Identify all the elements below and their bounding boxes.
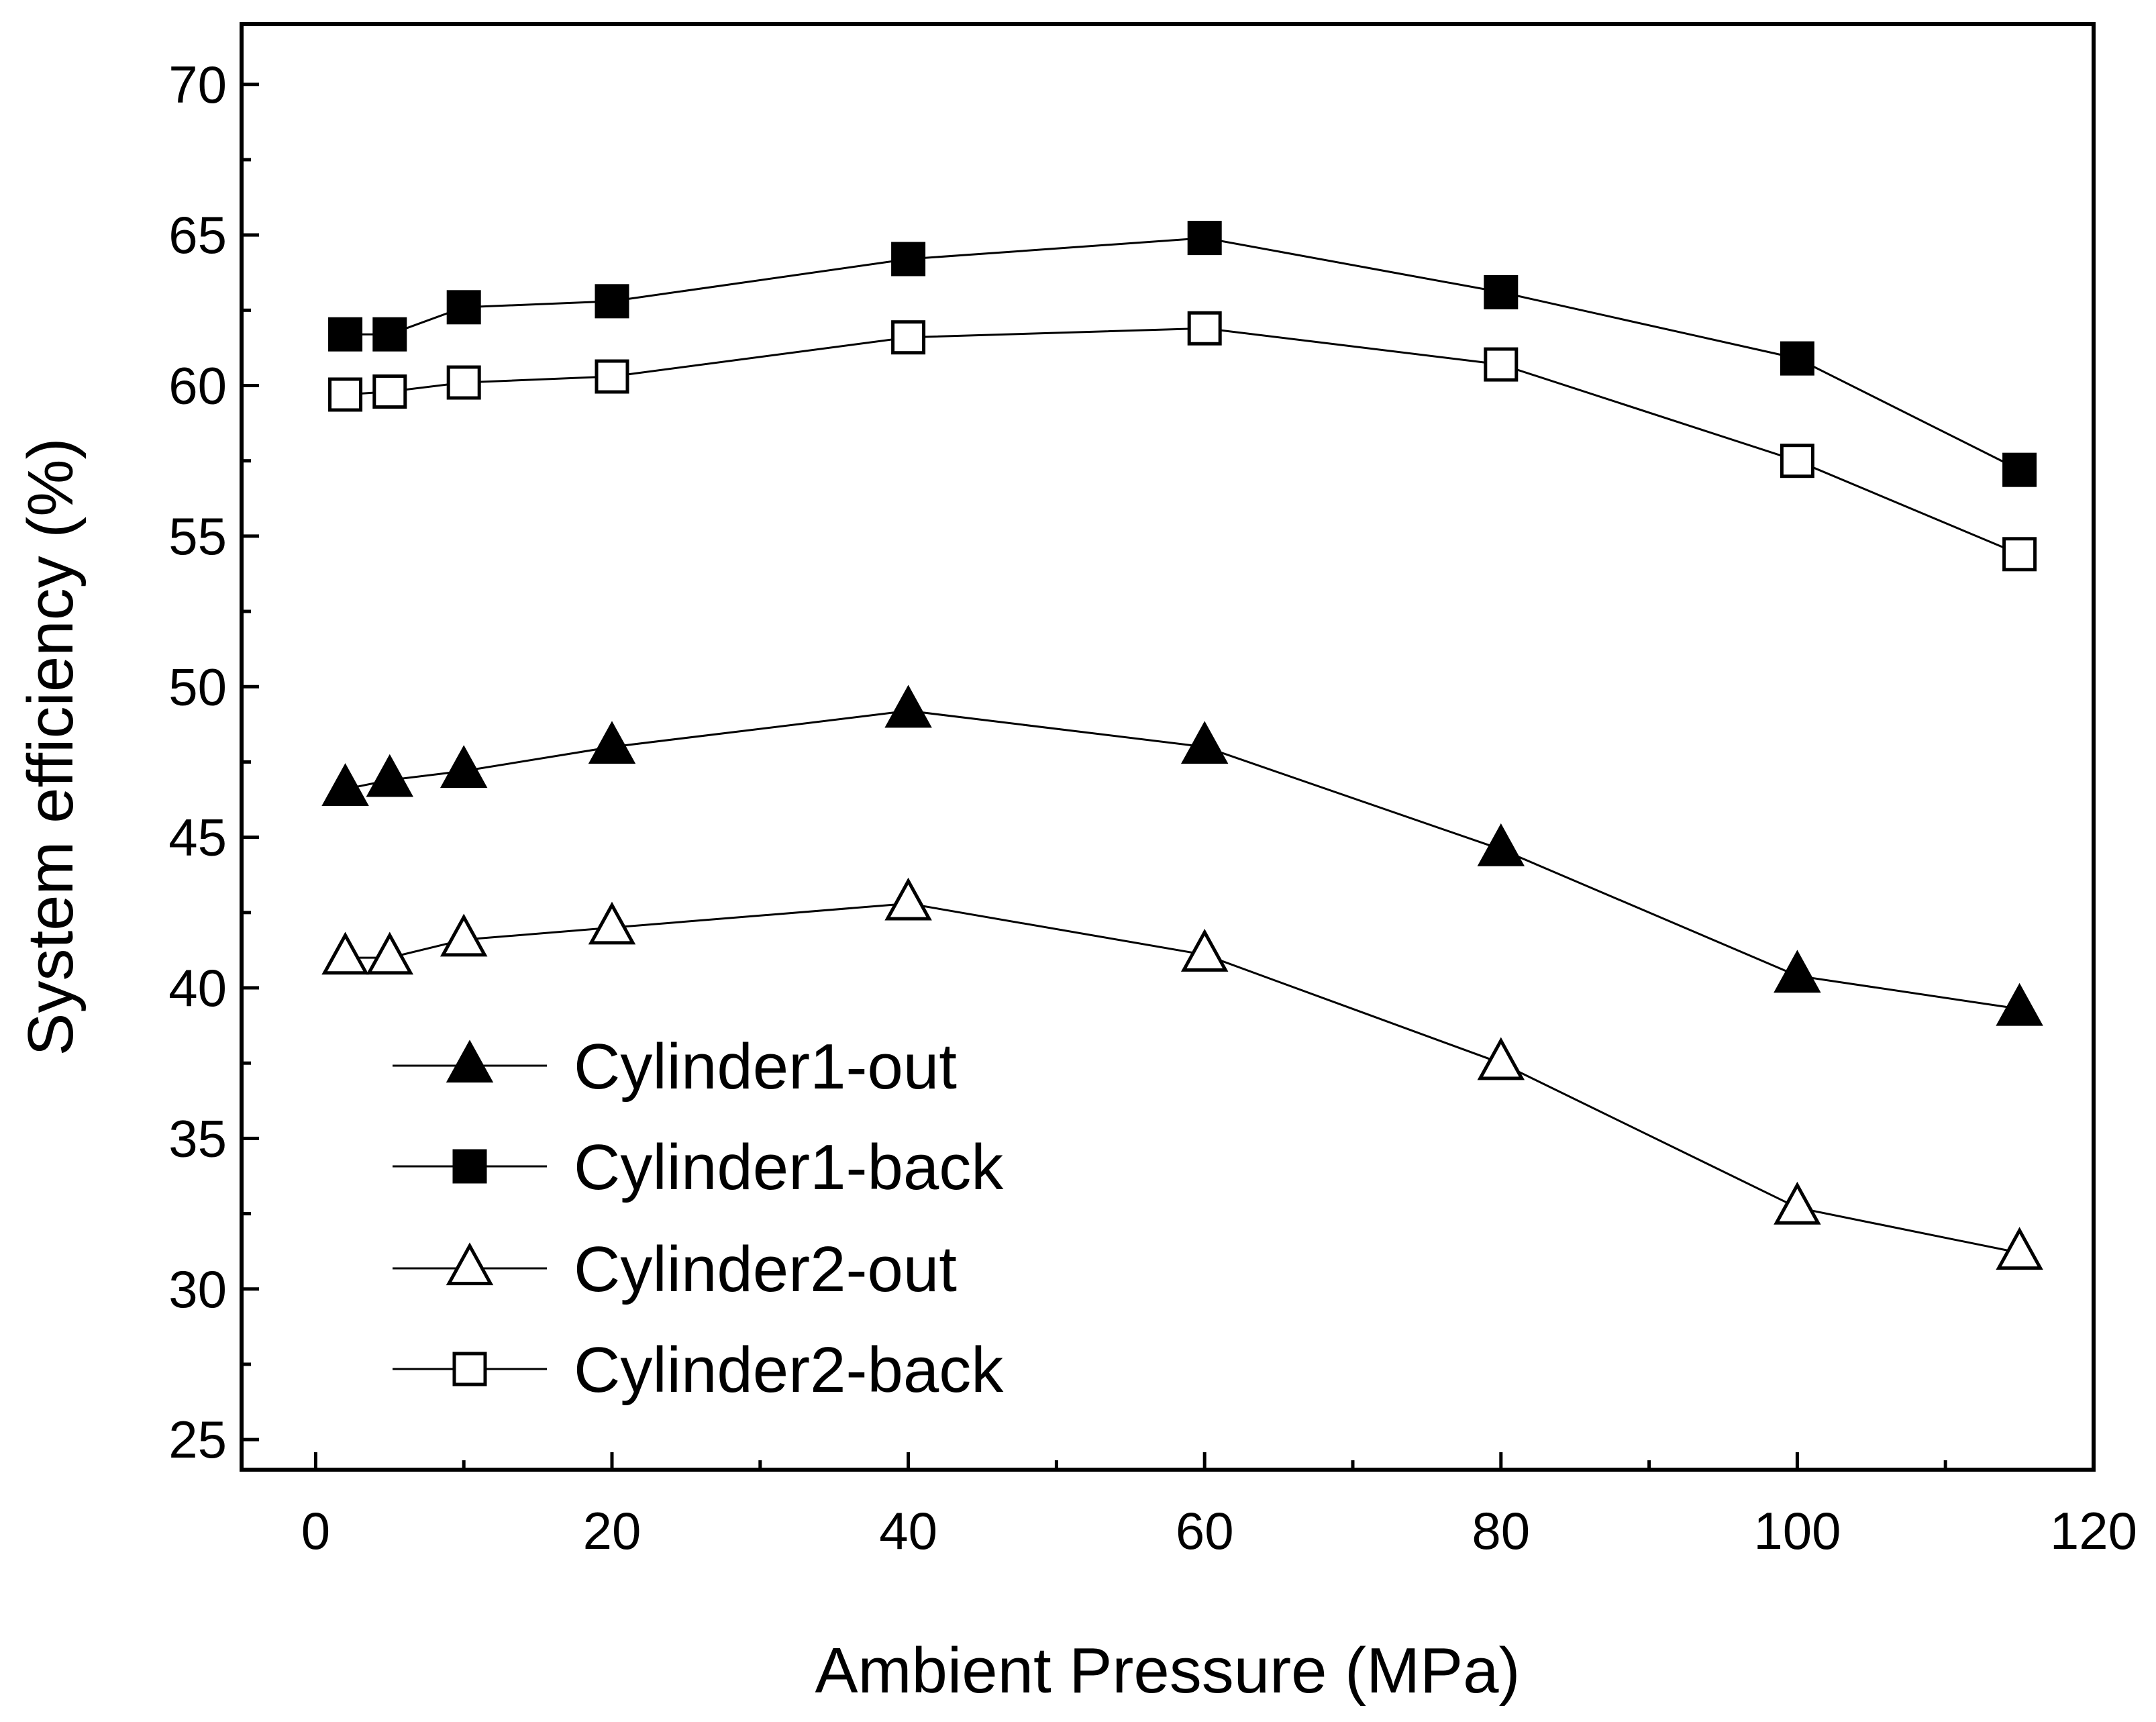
data-point: [328, 317, 363, 352]
x-tick-label: 20: [583, 1501, 641, 1560]
x-tick-label: 0: [301, 1501, 330, 1560]
data-point: [595, 284, 629, 319]
legend-entry: Cylinder2-back: [393, 1334, 1004, 1406]
data-point: [891, 242, 926, 276]
legend-marker: [446, 1040, 494, 1083]
plot-frame: [240, 22, 2096, 1472]
legend-marker: [446, 1242, 494, 1286]
data-point: [2002, 452, 2037, 487]
data-point: [366, 754, 414, 797]
data-point: [1187, 221, 1222, 256]
data-point: [372, 317, 407, 352]
data-point: [1996, 1227, 2043, 1270]
legend-entry: Cylinder1-out: [393, 1031, 957, 1103]
data-point: [595, 359, 629, 394]
legend-marker: [452, 1149, 487, 1184]
y-tick-label: 35: [168, 1109, 227, 1168]
data-point: [891, 320, 926, 355]
legend: Cylinder1-out Cylinder1-back Cylinder2-out…: [393, 1031, 1004, 1406]
data-point: [884, 685, 932, 728]
y-tick-label: 25: [168, 1410, 227, 1469]
x-tick-label: 40: [879, 1501, 937, 1560]
data-point: [446, 365, 481, 400]
data-point: [1774, 950, 1821, 993]
data-point: [1477, 1037, 1525, 1080]
data-point: [1484, 274, 1519, 309]
x-tick-label: 60: [1176, 1501, 1234, 1560]
data-point: [328, 377, 363, 412]
y-tick-label: 50: [168, 657, 227, 716]
legend-label: Cylinder1-out: [574, 1031, 957, 1103]
series-line: [345, 237, 2020, 471]
data-point: [1484, 347, 1519, 382]
legend-entry: Cylinder2-out: [393, 1233, 957, 1305]
data-point: [321, 931, 369, 975]
data-point: [440, 913, 488, 957]
series-Cylinder2-back: [328, 311, 2037, 572]
x-axis-title: Ambient Pressure (MPa): [815, 1635, 1521, 1707]
legend-label: Cylinder2-back: [574, 1334, 1004, 1406]
data-point: [1996, 982, 2043, 1026]
series-Cylinder1-back: [328, 221, 2037, 487]
data-point: [1780, 341, 1814, 376]
data-point: [321, 763, 369, 807]
series-layer: [321, 221, 2043, 1270]
data-point: [372, 374, 407, 409]
legend-label: Cylinder2-out: [574, 1233, 957, 1305]
data-point: [440, 745, 488, 789]
y-tick-label: 55: [168, 507, 227, 566]
series-Cylinder1-out: [321, 685, 2043, 1026]
data-point: [588, 901, 636, 945]
data-point: [884, 877, 932, 921]
data-point: [1774, 1181, 1821, 1225]
data-point: [1187, 311, 1222, 346]
data-point: [2002, 537, 2037, 572]
y-tick-label: 40: [168, 958, 227, 1017]
x-tick-label: 120: [2050, 1501, 2137, 1560]
y-tick-label: 45: [168, 808, 227, 867]
legend-entry: Cylinder1-back: [393, 1131, 1004, 1203]
x-tick-label: 100: [1753, 1501, 1841, 1560]
y-tick-label: 60: [168, 356, 227, 415]
data-point: [1780, 444, 1814, 478]
axis-ticks: 0 20 40 60 80 100 120 25 30 35 40 45 50 55 60 65 70: [168, 55, 2137, 1560]
data-point: [1477, 823, 1525, 866]
series-Cylinder2-out: [321, 877, 2043, 1270]
legend-label: Cylinder1-back: [574, 1131, 1004, 1203]
data-point: [588, 721, 636, 764]
y-tick-label: 65: [168, 205, 227, 264]
y-tick-label: 30: [168, 1260, 227, 1319]
x-tick-label: 80: [1472, 1501, 1530, 1560]
data-point: [1180, 928, 1229, 972]
data-point: [1180, 721, 1229, 764]
y-tick-label: 70: [168, 55, 227, 114]
data-point: [366, 931, 414, 975]
data-point: [446, 290, 481, 325]
legend-marker: [452, 1352, 487, 1386]
y-axis-title: System efficiency (%): [15, 438, 87, 1056]
